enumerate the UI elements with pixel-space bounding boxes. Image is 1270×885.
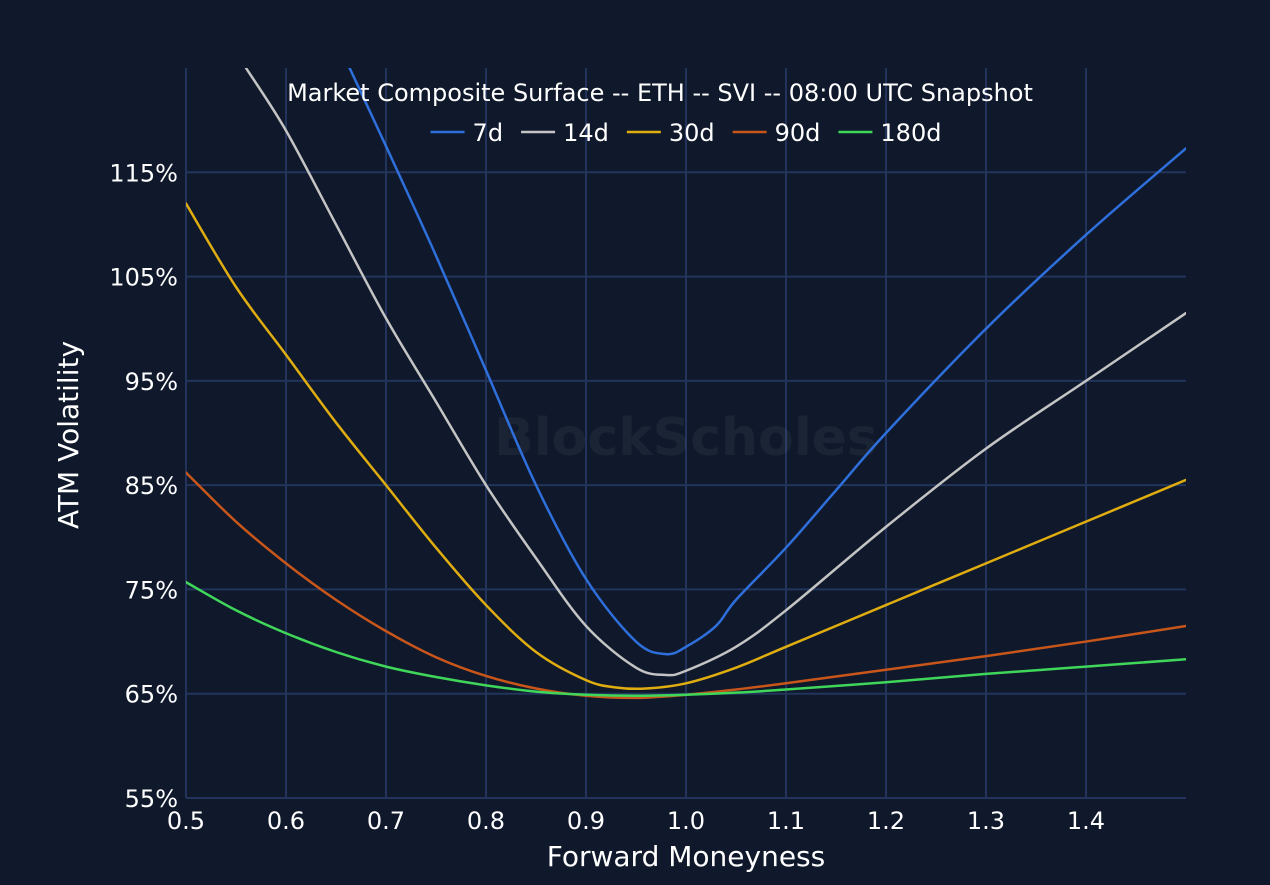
x-tick-label: 0.6 <box>267 807 305 835</box>
legend-label: 30d <box>669 119 715 147</box>
x-tick-label: 1.0 <box>667 807 705 835</box>
legend-item-90d[interactable]: 90d <box>732 119 821 147</box>
legend-label: 7d <box>473 119 504 147</box>
x-axis-ticks: 0.5 0.6 0.7 0.8 0.9 1.0 1.1 1.2 1.3 1.4 <box>167 807 1105 835</box>
y-axis-title: ATM Volatility <box>52 341 85 529</box>
y-tick-label: 115% <box>109 159 178 187</box>
x-tick-label: 0.5 <box>167 807 205 835</box>
series-layer <box>186 68 1186 700</box>
y-tick-label: 65% <box>125 681 178 709</box>
legend-item-7d[interactable]: 7d <box>430 119 504 147</box>
y-tick-label: 75% <box>125 576 178 604</box>
x-tick-label: 1.3 <box>967 807 1005 835</box>
y-tick-label: 55% <box>125 785 178 813</box>
x-tick-label: 1.1 <box>767 807 805 835</box>
legend-item-30d[interactable]: 30d <box>626 119 715 147</box>
x-tick-label: 1.2 <box>867 807 905 835</box>
legend-label: 180d <box>880 119 941 147</box>
x-tick-label: 0.9 <box>567 807 605 835</box>
legend-item-180d[interactable]: 180d <box>838 119 941 147</box>
x-tick-label: 0.7 <box>367 807 405 835</box>
y-tick-label: 105% <box>109 264 178 292</box>
legend: 7d 14d 30d 90d 180d <box>430 119 941 147</box>
grid-lines <box>185 68 1186 799</box>
y-tick-label: 95% <box>125 368 178 396</box>
series-line-14d <box>244 68 1186 677</box>
series-line-7d <box>348 68 1186 656</box>
watermark: BlockScholes <box>494 408 878 468</box>
x-tick-label: 1.4 <box>1067 807 1105 835</box>
legend-label: 90d <box>775 119 821 147</box>
series-line-30d <box>186 202 1186 691</box>
x-axis-title: Forward Moneyness <box>547 840 825 873</box>
legend-item-14d[interactable]: 14d <box>521 119 609 147</box>
chart-title: Market Composite Surface -- ETH -- SVI -… <box>287 79 1033 107</box>
series-line-90d <box>186 471 1186 700</box>
series-line-180d <box>186 580 1186 698</box>
y-axis-ticks: 55% 65% 75% 85% 95% 105% 115% <box>109 159 178 813</box>
x-tick-label: 0.8 <box>467 807 505 835</box>
legend-label: 14d <box>563 119 609 147</box>
y-tick-label: 85% <box>125 472 178 500</box>
